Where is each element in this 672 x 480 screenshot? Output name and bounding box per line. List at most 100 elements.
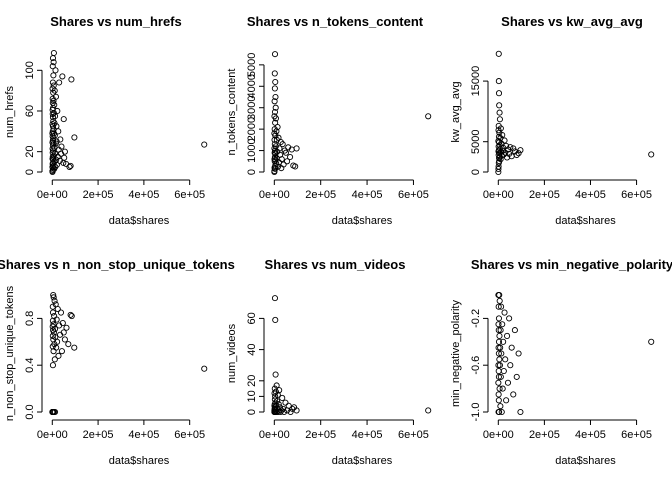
data-point bbox=[62, 160, 70, 167]
panel-title: Shares vs n_non_stop_unique_tokens bbox=[0, 257, 235, 272]
y-tick-label: 2000 bbox=[246, 117, 258, 141]
data-point bbox=[495, 90, 503, 97]
data-point bbox=[271, 164, 278, 171]
panel-title: Shares vs num_videos bbox=[265, 257, 406, 272]
data-point bbox=[495, 321, 502, 328]
x-tick-label: 0e+00 bbox=[483, 429, 514, 441]
data-point bbox=[271, 390, 278, 397]
data-point bbox=[272, 393, 279, 400]
data-point bbox=[500, 338, 507, 345]
data-point bbox=[498, 303, 505, 310]
data-point bbox=[502, 356, 509, 363]
y-tick-label: 20 bbox=[246, 375, 258, 387]
data-point bbox=[271, 168, 278, 176]
data-point bbox=[495, 327, 502, 334]
data-point bbox=[496, 332, 503, 340]
data-point bbox=[50, 336, 57, 343]
data-point bbox=[50, 72, 57, 79]
data-point bbox=[49, 95, 56, 102]
data-point bbox=[49, 130, 56, 137]
data-point bbox=[50, 291, 57, 299]
data-point bbox=[51, 408, 59, 416]
data-point bbox=[50, 59, 57, 66]
data-point bbox=[50, 89, 57, 96]
data-point bbox=[50, 294, 57, 301]
data-point bbox=[50, 408, 57, 416]
data-point bbox=[49, 110, 56, 118]
data-point bbox=[49, 99, 56, 106]
data-point bbox=[49, 317, 56, 324]
x-tick-label: 4e+05 bbox=[575, 189, 606, 201]
scatter-panel-6: Shares vs min_negative_polarity 0e+00 2e+0… bbox=[450, 257, 672, 467]
y-tick-label: 60 bbox=[24, 105, 36, 117]
data-point bbox=[499, 385, 506, 392]
data-point bbox=[49, 303, 56, 310]
data-point bbox=[51, 356, 58, 363]
x-tick-label: 6e+05 bbox=[621, 189, 652, 201]
data-point bbox=[67, 311, 74, 318]
data-point bbox=[51, 297, 58, 304]
data-point bbox=[68, 76, 75, 83]
data-point bbox=[497, 373, 504, 380]
data-point bbox=[496, 116, 503, 123]
y-tick-label: 15000 bbox=[470, 66, 482, 97]
data-point bbox=[503, 142, 510, 149]
data-point bbox=[49, 153, 56, 160]
data-point bbox=[496, 109, 503, 116]
data-point bbox=[271, 126, 278, 133]
data-point bbox=[271, 385, 278, 392]
y-tick-label: 0.0 bbox=[24, 404, 36, 419]
data-point bbox=[50, 327, 57, 334]
y-tick-label: -0.6 bbox=[470, 356, 482, 375]
x-axis-label: data$shares bbox=[555, 455, 616, 467]
data-point bbox=[495, 78, 502, 85]
data-point bbox=[503, 397, 510, 404]
y-tick-label: 0 bbox=[470, 169, 482, 175]
panel-title: Shares vs num_hrefs bbox=[50, 14, 182, 29]
data-point bbox=[495, 291, 502, 299]
data-point bbox=[495, 338, 503, 345]
x-tick-label: 6e+05 bbox=[621, 429, 652, 441]
data-point bbox=[511, 327, 518, 334]
data-point bbox=[495, 362, 502, 369]
y-tick-label: -0.2 bbox=[470, 309, 482, 328]
scatter-panel-5: Shares vs num_videos 0e+00 2e+05 4e+05 6e+05… bbox=[226, 257, 432, 467]
data-point bbox=[201, 365, 208, 372]
data-point bbox=[57, 331, 64, 338]
x-tick-label: 2e+05 bbox=[83, 429, 114, 441]
data-point bbox=[58, 348, 65, 355]
data-point bbox=[65, 341, 72, 348]
data-point bbox=[425, 407, 432, 414]
data-point bbox=[49, 114, 56, 121]
x-tick-label: 4e+05 bbox=[352, 429, 383, 441]
scatter-panel-4: Shares vs n_non_stop_unique_tokens 0e+00 2… bbox=[0, 257, 235, 467]
data-point bbox=[60, 116, 67, 123]
data-point bbox=[648, 338, 655, 345]
data-point bbox=[496, 385, 503, 392]
data-point bbox=[495, 168, 502, 176]
y-tick-label: 10 bbox=[246, 390, 258, 402]
data-point bbox=[71, 134, 78, 141]
data-point bbox=[515, 150, 522, 157]
data-point bbox=[289, 405, 296, 412]
data-point bbox=[495, 350, 502, 357]
data-point bbox=[501, 309, 508, 316]
x-axis-label: data$shares bbox=[555, 215, 616, 227]
data-point bbox=[282, 399, 289, 406]
x-axis-label: data$shares bbox=[332, 455, 393, 467]
data-point bbox=[59, 73, 66, 80]
data-point bbox=[496, 297, 503, 304]
data-point bbox=[495, 133, 502, 140]
data-point bbox=[287, 153, 294, 161]
data-point bbox=[513, 373, 520, 380]
data-point bbox=[271, 396, 278, 403]
x-tick-label: 4e+05 bbox=[128, 429, 159, 441]
data-point bbox=[272, 119, 279, 126]
x-tick-label: 0e+00 bbox=[37, 189, 68, 201]
data-point bbox=[271, 51, 279, 58]
x-tick-label: 2e+05 bbox=[529, 189, 560, 201]
data-point bbox=[495, 373, 502, 380]
data-point bbox=[425, 113, 432, 120]
x-tick-label: 0e+00 bbox=[37, 429, 68, 441]
